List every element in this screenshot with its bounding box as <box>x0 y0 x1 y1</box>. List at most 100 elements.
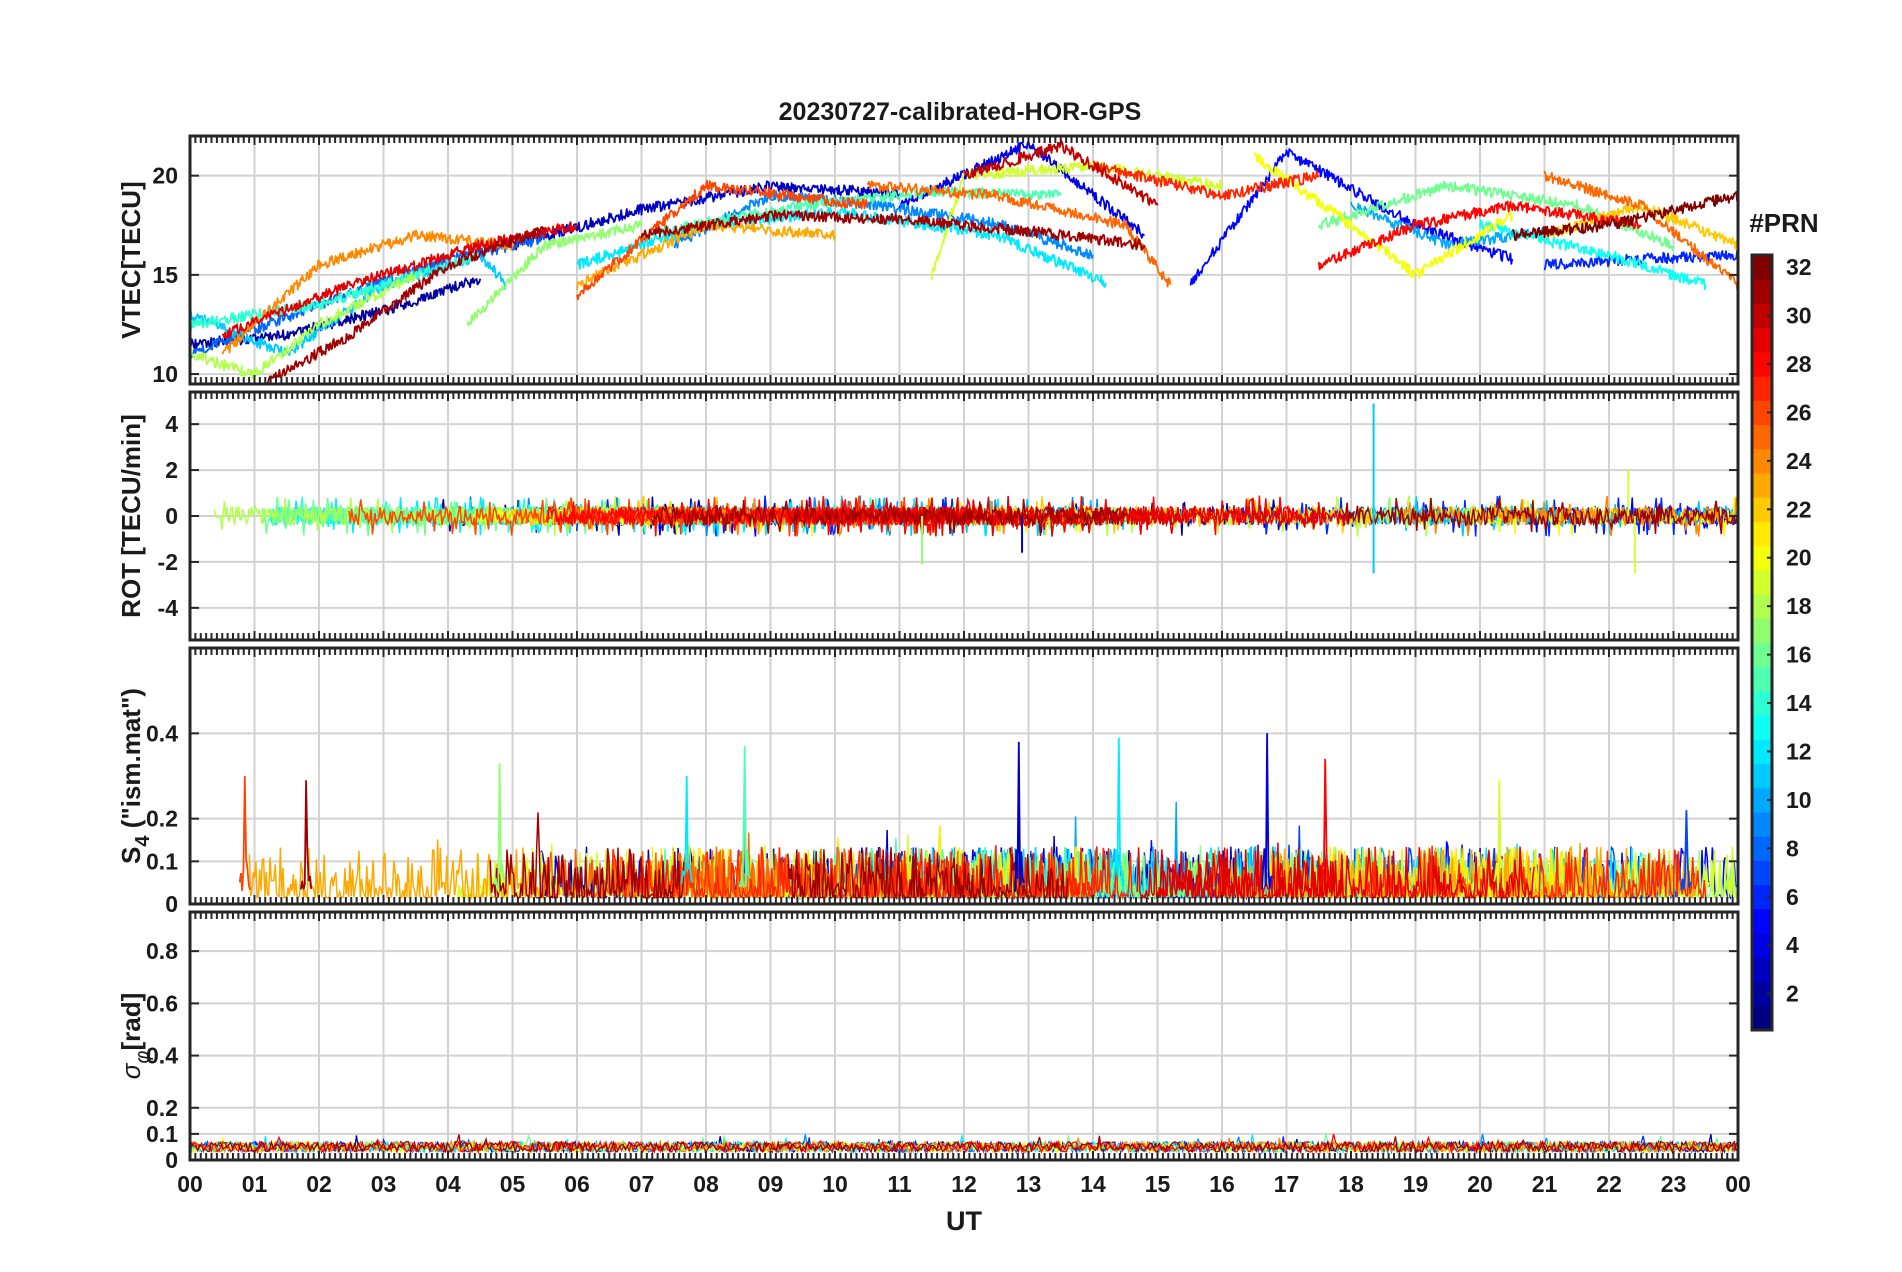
sigma_phi-grid <box>189 912 1739 1161</box>
vtec-series-line <box>1093 160 1320 201</box>
colorbar-tick-label: 30 <box>1786 303 1812 329</box>
colorbar-band <box>1752 521 1772 547</box>
colorbar-band <box>1752 666 1772 692</box>
colorbar-tick-label: 20 <box>1786 545 1812 571</box>
vtec-series <box>190 139 1738 384</box>
colorbar-tick-label: 28 <box>1786 351 1812 377</box>
colorbar-band <box>1752 981 1772 1007</box>
x-tick-label: 04 <box>435 1171 461 1197</box>
y-tick-label: 10 <box>152 361 178 387</box>
y-tick-label: 0.1 <box>146 1121 178 1147</box>
y-tick-label: 0.2 <box>146 1095 178 1121</box>
s4-series-line <box>1158 846 1535 900</box>
colorbar-tick-label: 2 <box>1786 981 1799 1007</box>
colorbar-tick-label: 16 <box>1786 642 1812 668</box>
rot-ylabel: ROT [TECU/min] <box>116 414 146 618</box>
sigma-phi-series-line <box>190 1134 1737 1155</box>
figure-title: 20230727-calibrated-HOR-GPS <box>779 98 1142 126</box>
y-tick-label: 0.4 <box>146 1043 178 1069</box>
colorbar-band <box>1752 642 1772 668</box>
x-tick-label: 21 <box>1532 1171 1558 1197</box>
x-tick-label: 23 <box>1661 1171 1687 1197</box>
vtec-ylabel: VTEC[TECU] <box>116 181 146 338</box>
colorbar-band <box>1752 472 1772 498</box>
s4-series-line <box>489 812 685 900</box>
vtec-series-line <box>1543 201 1738 250</box>
colorbar-band <box>1752 884 1772 910</box>
sigma_phi-panel: 00.10.2 0.4 0.6 0.8 σφ[rad] 00 01 02 03 04 05 06 07 0… <box>116 910 1751 1236</box>
x-tick-label: 02 <box>306 1171 332 1197</box>
colorbar-band <box>1752 327 1772 353</box>
colorbar-band <box>1752 594 1772 619</box>
colorbar-band <box>1752 957 1772 983</box>
colorbar-tick-label: 12 <box>1786 738 1812 764</box>
rot-ticks <box>189 392 1739 640</box>
colorbar-tick-label: 4 <box>1786 932 1799 958</box>
colorbar-band <box>1752 860 1772 886</box>
vtec-series-line <box>963 140 1159 206</box>
x-tick-label: 06 <box>564 1171 590 1197</box>
y-tick-label: 20 <box>152 163 178 189</box>
sigma_phi-ticks <box>189 912 1739 1161</box>
colorbar-tick-label: 8 <box>1786 835 1799 861</box>
colorbar-band <box>1752 739 1772 765</box>
s4-peak <box>493 763 506 894</box>
vtec-series-line <box>190 251 482 330</box>
x-tick-label: 10 <box>822 1171 848 1197</box>
vtec-series-line <box>1511 191 1738 241</box>
y-tick-label: 0.1 <box>146 848 178 874</box>
colorbar-title: #PRN <box>1749 208 1818 238</box>
x-tick-label: 03 <box>371 1171 397 1197</box>
colorbar-band <box>1752 812 1772 837</box>
colorbar-band <box>1752 836 1772 861</box>
x-tick-label: 22 <box>1596 1171 1622 1197</box>
vtec-series-line <box>576 179 869 301</box>
x-tick-label: 15 <box>1145 1171 1171 1197</box>
colorbar-band <box>1752 787 1772 813</box>
vtec-series-line <box>1317 200 1642 271</box>
x-tick-label: 19 <box>1403 1171 1429 1197</box>
vtec-series-line <box>1479 219 1707 291</box>
colorbar-band <box>1752 279 1772 304</box>
colorbar-tick-label: 14 <box>1786 690 1812 716</box>
colorbar-band <box>1752 497 1772 522</box>
y-tick-label: 0.6 <box>146 990 178 1016</box>
x-tick-label: 17 <box>1274 1171 1300 1197</box>
s4-series <box>238 733 1738 901</box>
colorbar-tick-label: 6 <box>1786 884 1799 910</box>
colorbar-tick-label: 32 <box>1786 254 1812 280</box>
y-tick-label: 15 <box>152 262 178 288</box>
x-tick-label: 12 <box>951 1171 977 1197</box>
x-tick-label: 16 <box>1209 1171 1235 1197</box>
colorbar-band <box>1752 933 1772 958</box>
colorbar-band <box>1752 1005 1772 1031</box>
vtec-series-line <box>511 180 901 251</box>
x-tick-label: 00 <box>1725 1171 1751 1197</box>
colorbar-band <box>1752 569 1772 595</box>
colorbar-tick-label: 26 <box>1786 399 1812 425</box>
y-tick-label: 0.8 <box>146 938 178 964</box>
colorbar-band <box>1752 255 1772 280</box>
s4-peak <box>300 780 313 890</box>
y-tick-label: 0.2 <box>146 806 178 832</box>
x-axis-label: UT <box>946 1206 982 1236</box>
colorbar-band <box>1752 424 1772 450</box>
colorbar-frame <box>1750 253 1774 1032</box>
s4-peak <box>1493 780 1506 892</box>
colorbar-band <box>1752 448 1772 474</box>
vtec-ticks <box>189 136 1739 384</box>
vtec-series-line <box>266 225 546 384</box>
colorbar-band <box>1752 545 1772 571</box>
x-tick-label: 05 <box>500 1171 526 1197</box>
s4-peak <box>1680 810 1693 891</box>
colorbar-band <box>1752 715 1772 740</box>
colorbar-band <box>1752 303 1772 329</box>
s4-peak <box>680 775 693 885</box>
y-tick-label: 0 <box>165 503 178 529</box>
vtec-series-line <box>640 209 1146 251</box>
x-tick-label: 20 <box>1467 1171 1493 1197</box>
s4-peak <box>1261 733 1273 890</box>
